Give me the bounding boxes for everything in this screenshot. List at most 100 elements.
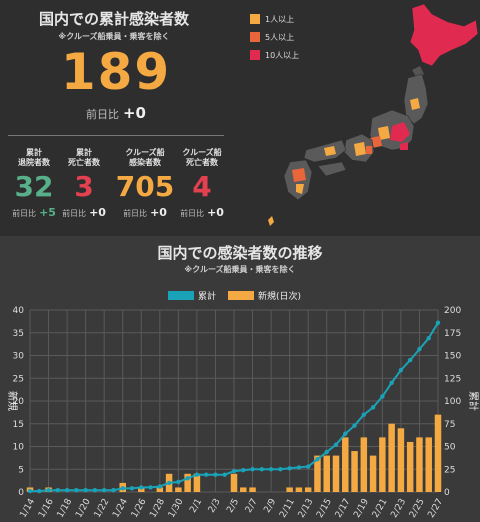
x-tick-label: 1/22 xyxy=(93,497,112,520)
point-cumulative xyxy=(315,457,320,462)
y-left-tick-label: 15 xyxy=(13,420,24,430)
map-legend: 1人以上 5人以上 10人以上 xyxy=(250,10,299,64)
point-cumulative xyxy=(139,485,144,490)
point-cumulative xyxy=(64,487,70,493)
legend-swatch xyxy=(250,32,260,42)
x-tick-label: 2/27 xyxy=(427,497,446,520)
y-left-tick-label: 5 xyxy=(18,465,24,475)
stat-value: 3 xyxy=(74,170,94,203)
legend-swatch-daily xyxy=(228,291,254,300)
x-tick-label: 1/26 xyxy=(130,497,149,520)
legend-swatch xyxy=(250,50,260,60)
point-cumulative xyxy=(278,467,283,472)
legend-label-daily: 新規(日次) xyxy=(258,290,301,302)
bar-daily xyxy=(425,437,432,492)
y-right-tick-label: 50 xyxy=(444,443,456,453)
point-cumulative xyxy=(380,394,385,399)
y-left-tick-label: 40 xyxy=(13,306,25,316)
x-tick-label: 2/25 xyxy=(408,497,427,520)
x-tick-label: 1/14 xyxy=(19,497,38,520)
point-cumulative xyxy=(37,488,42,494)
bar-daily xyxy=(416,437,423,492)
point-cumulative xyxy=(370,405,376,410)
stat-value: 32 xyxy=(14,170,54,203)
point-cumulative xyxy=(194,472,200,477)
y-left-tick-label: 25 xyxy=(13,374,24,384)
stat-value: 705 xyxy=(115,170,175,203)
point-cumulative xyxy=(287,466,292,471)
point-cumulative xyxy=(213,472,218,477)
x-tick-label: 1/18 xyxy=(56,497,75,520)
japan-map xyxy=(262,0,480,236)
point-cumulative xyxy=(361,412,367,417)
x-tick-label: 2/7 xyxy=(244,497,260,515)
point-cumulative xyxy=(120,486,125,491)
y-right-tick-label: 175 xyxy=(444,329,461,339)
point-cumulative xyxy=(92,487,98,493)
x-tick-label: 2/17 xyxy=(334,497,353,520)
point-cumulative xyxy=(352,423,357,428)
point-cumulative xyxy=(250,467,255,472)
point-cumulative xyxy=(389,380,394,385)
x-tick-label: 1/28 xyxy=(148,497,167,520)
x-tick-label: 2/9 xyxy=(262,497,278,515)
bar-daily xyxy=(323,455,330,492)
y-left-tick-label: 0 xyxy=(18,488,24,498)
x-tick-label: 1/16 xyxy=(37,497,56,520)
x-tick-label: 2/15 xyxy=(315,497,334,520)
divider xyxy=(8,135,224,136)
map-legend-item: 1人以上 xyxy=(250,10,299,28)
bar-daily xyxy=(138,487,145,492)
bar-daily xyxy=(342,437,349,492)
point-cumulative xyxy=(231,468,237,474)
point-cumulative xyxy=(111,487,116,493)
x-tick-label: 2/23 xyxy=(389,497,408,520)
point-cumulative xyxy=(148,485,153,490)
y-right-tick-label: 125 xyxy=(444,374,461,384)
total-cases-value: 189 xyxy=(60,43,172,101)
point-cumulative xyxy=(407,357,413,363)
point-cumulative xyxy=(305,464,311,469)
point-cumulative xyxy=(157,484,163,489)
summary-panel: 国内での累計感染者数 ※クルーズ船乗員・乗客を除く 189 前日比 +0 累計 退院… xyxy=(0,0,480,236)
stat-cruise-cases: クルーズ船 感染者数 705 前日比 +0 xyxy=(112,148,178,219)
point-cumulative xyxy=(268,467,274,472)
point-cumulative xyxy=(435,320,441,325)
bar-daily xyxy=(406,441,414,492)
legend-swatch xyxy=(250,14,260,24)
bar-daily xyxy=(295,487,303,492)
bar-daily xyxy=(360,437,368,492)
x-tick-label: 1/20 xyxy=(74,497,93,520)
x-tick-label: 2/3 xyxy=(207,497,223,515)
stat-value: 4 xyxy=(192,170,212,203)
point-cumulative xyxy=(46,487,51,493)
y-right-tick-label: 150 xyxy=(444,352,461,362)
bar-daily xyxy=(369,455,377,492)
y-right-tick-label: 100 xyxy=(444,397,461,407)
total-diff-value: +0 xyxy=(122,104,146,122)
x-tick-label: 2/1 xyxy=(188,497,204,515)
y-left-tick-label: 20 xyxy=(13,397,25,407)
legend-label-cumulative: 累計 xyxy=(198,290,216,302)
bar-daily xyxy=(434,414,442,492)
summary-subtitle: ※クルーズ船乗員・乗客を除く xyxy=(58,32,170,41)
bar-daily xyxy=(240,487,247,492)
point-cumulative xyxy=(222,472,227,477)
x-tick-label: 2/5 xyxy=(225,497,241,515)
stat-cruise-deaths: クルーズ船 死亡者数 4 前日比 +0 xyxy=(172,148,232,219)
stat-diff: 前日比 +5 xyxy=(12,206,56,219)
bar-daily xyxy=(156,487,164,492)
point-cumulative xyxy=(185,476,190,481)
point-cumulative xyxy=(343,431,348,436)
point-cumulative xyxy=(27,488,33,494)
bar-daily xyxy=(304,487,312,492)
point-cumulative xyxy=(426,336,431,341)
bar-daily xyxy=(314,455,321,492)
y-right-axis-label: 累計 xyxy=(467,391,480,411)
chart-subtitle: ※クルーズ船乗員・乗客を除く xyxy=(184,265,296,274)
y-right-tick-label: 200 xyxy=(444,306,461,316)
bar-daily xyxy=(249,487,256,492)
stat-deaths: 累計 死亡者数 3 前日比 +0 xyxy=(56,148,112,219)
point-cumulative xyxy=(83,487,88,493)
y-right-tick-label: 25 xyxy=(444,465,455,475)
